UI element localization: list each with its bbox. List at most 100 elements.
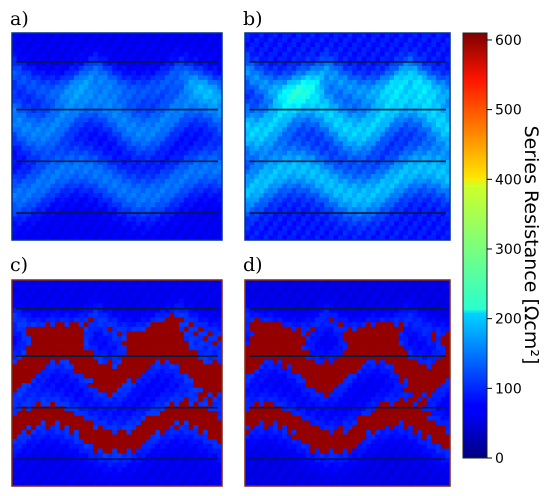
heatmap-cell xyxy=(398,183,404,189)
heatmap-cell xyxy=(398,61,404,67)
heatmap-cell xyxy=(12,476,18,482)
heatmap-cell xyxy=(117,235,123,241)
heatmap-cell xyxy=(412,174,418,180)
heatmap-cell xyxy=(296,80,302,86)
heatmap-cell xyxy=(245,188,251,194)
heatmap-cell xyxy=(169,207,175,213)
heatmap-cell xyxy=(314,117,320,123)
heatmap-cell xyxy=(436,42,442,48)
heatmap-cell xyxy=(26,103,32,109)
heatmap-cell xyxy=(12,439,18,445)
heatmap-cell xyxy=(324,160,330,166)
heatmap-cell xyxy=(254,211,260,217)
heatmap-cell xyxy=(174,169,180,175)
heatmap-cell xyxy=(31,37,37,43)
heatmap-cell xyxy=(164,216,170,222)
heatmap-cell xyxy=(40,202,46,208)
heatmap-cell xyxy=(338,117,344,123)
heatmap-cell xyxy=(40,155,46,161)
heatmap-cell xyxy=(93,481,99,487)
heatmap-cell xyxy=(403,51,409,57)
heatmap-cell xyxy=(107,345,113,351)
heatmap-cell xyxy=(155,75,161,81)
heatmap-cell xyxy=(16,197,22,203)
heatmap-cell xyxy=(40,150,46,156)
heatmap-cell xyxy=(431,84,437,90)
heatmap-cell xyxy=(40,230,46,236)
heatmap-cell xyxy=(54,131,61,137)
heatmap-cell xyxy=(74,336,80,342)
heatmap-cell xyxy=(440,33,446,39)
heatmap-cell xyxy=(50,476,56,482)
heatmap-cell xyxy=(384,155,390,161)
heatmap-cell xyxy=(78,235,84,241)
heatmap-cell xyxy=(412,230,418,236)
heatmap-cell xyxy=(300,136,306,142)
heatmap-cell xyxy=(412,207,418,213)
heatmap-cell xyxy=(169,169,175,175)
heatmap-cell xyxy=(102,122,108,128)
heatmap-cell xyxy=(145,98,151,104)
heatmap-cell xyxy=(277,183,283,189)
heatmap-cell xyxy=(16,70,22,76)
heatmap-cell xyxy=(102,322,108,328)
heatmap-cell xyxy=(78,103,84,109)
heatmap-cell xyxy=(356,188,362,194)
heatmap-cell xyxy=(145,221,151,227)
heatmap-cell xyxy=(333,75,339,81)
heatmap-cell xyxy=(136,37,142,43)
heatmap-cell xyxy=(333,56,339,62)
heatmap-cell xyxy=(328,211,334,217)
heatmap-cell xyxy=(12,108,18,114)
heatmap-cell xyxy=(35,183,42,189)
heatmap-cell xyxy=(74,434,80,440)
heatmap-cell xyxy=(16,211,22,217)
heatmap-cell xyxy=(440,211,446,217)
heatmap-cell xyxy=(174,225,180,231)
heatmap-cell xyxy=(107,112,113,119)
heatmap-cell xyxy=(35,284,42,290)
heatmap-cell xyxy=(159,117,166,123)
heatmap-cell xyxy=(436,51,442,57)
heatmap-cell xyxy=(45,183,51,189)
heatmap-cell xyxy=(342,136,348,142)
heatmap-cell xyxy=(107,280,113,286)
heatmap-cell xyxy=(422,70,428,76)
heatmap-cell xyxy=(159,178,166,184)
heatmap-cell xyxy=(159,202,166,208)
heatmap-cell xyxy=(361,188,367,194)
heatmap-cell xyxy=(342,141,348,147)
heatmap-cell xyxy=(21,429,27,435)
heatmap-cell xyxy=(59,211,65,217)
heatmap-cell xyxy=(45,434,51,440)
heatmap-cell xyxy=(26,345,32,351)
heatmap-cell xyxy=(245,197,251,203)
heatmap-cell xyxy=(366,197,372,203)
heatmap-cell xyxy=(375,112,381,119)
heatmap-cell xyxy=(272,164,279,170)
heatmap-cell xyxy=(319,42,325,48)
heatmap-cell xyxy=(254,122,260,128)
heatmap-cell xyxy=(93,467,99,473)
heatmap-cell xyxy=(254,37,260,43)
heatmap-cell xyxy=(131,51,137,57)
heatmap-cell xyxy=(338,145,344,152)
heatmap-cell xyxy=(16,415,22,421)
heatmap-cell xyxy=(140,103,147,109)
heatmap-cell xyxy=(97,188,104,194)
heatmap-cell xyxy=(389,70,395,76)
heatmap-cell xyxy=(384,211,390,217)
heatmap-cell xyxy=(107,448,113,454)
heatmap-cell xyxy=(366,75,372,81)
heatmap-cell xyxy=(245,65,251,72)
heatmap-cell xyxy=(254,197,260,203)
heatmap-cell xyxy=(45,188,51,194)
heatmap-cell xyxy=(74,289,80,295)
heatmap-cell xyxy=(16,235,22,241)
heatmap-cell xyxy=(412,216,418,222)
heatmap-cell xyxy=(131,178,137,184)
heatmap-cell xyxy=(272,98,279,104)
heatmap-cell xyxy=(217,42,223,48)
heatmap-cell xyxy=(12,225,18,231)
heatmap-cell xyxy=(431,145,437,152)
